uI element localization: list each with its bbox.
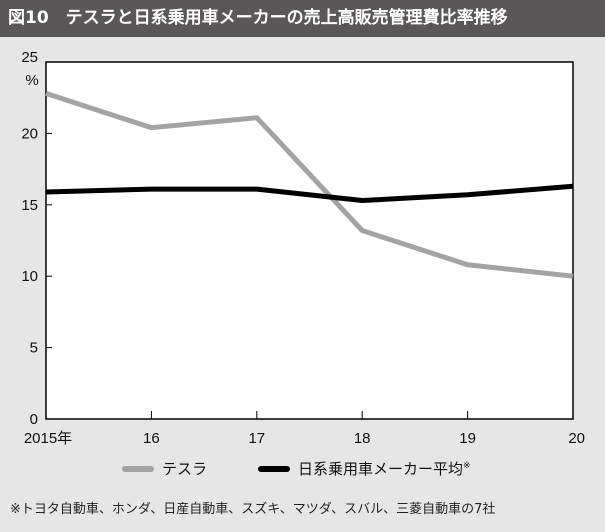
chart-title: 図10 テスラと日系乗用車メーカーの売上高販売管理費比率推移 <box>0 0 605 37</box>
plot-area <box>45 61 574 420</box>
y-tick-label: 25 <box>21 49 38 66</box>
footnote: ※トヨタ自動車、ホンダ、日産自動車、スズキ、マツダ、スバル、三菱自動車の7社 <box>10 502 496 517</box>
legend-label-japan-avg: 日系乗用車メーカー平均 <box>298 460 464 478</box>
x-tick-label: 18 <box>354 430 371 447</box>
series-line-tesla <box>45 91 574 279</box>
legend-note-mark: ※ <box>463 461 471 471</box>
legend-item-japan-avg: 日系乗用車メーカー平均※ <box>258 458 471 479</box>
line-chart: 0 5 10 15 20 25% 2015年 16 17 18 19 20 <box>21 49 585 447</box>
y-tick-label: 10 <box>21 268 38 285</box>
x-tick-label: 20 <box>568 430 585 447</box>
x-tick-label: 17 <box>248 430 265 447</box>
legend-swatch-japan-avg <box>258 465 290 472</box>
y-tick-label: 20 <box>21 125 38 142</box>
y-tick-label: 0 <box>30 411 38 428</box>
y-tick-label: 5 <box>30 340 38 357</box>
y-tick-label: 15 <box>21 197 38 214</box>
x-tick-label: 2015年 <box>24 430 72 447</box>
x-tick-label: 19 <box>459 430 476 447</box>
x-tick-label: 16 <box>143 430 160 447</box>
series-line-japan-avg <box>45 183 574 204</box>
y-axis-unit: % <box>25 72 38 89</box>
legend-label-tesla: テスラ <box>162 460 208 478</box>
legend-swatch-tesla <box>122 465 154 472</box>
legend-item-tesla: テスラ <box>122 458 207 479</box>
